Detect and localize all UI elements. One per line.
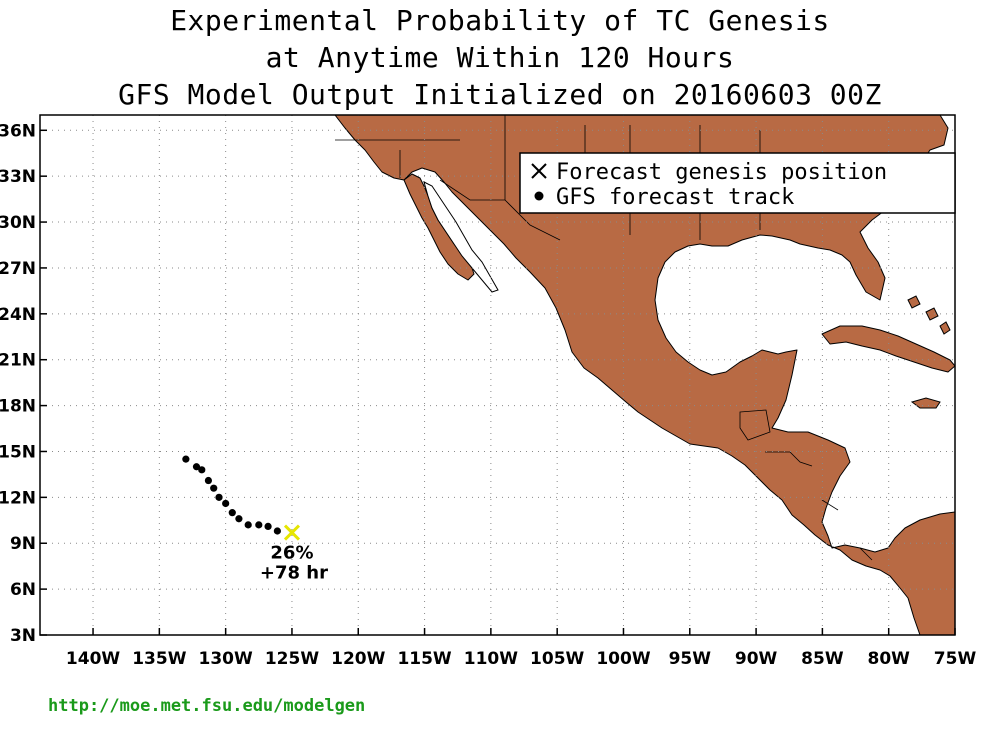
land-layer bbox=[334, 115, 955, 635]
lon-tick-label: 125W bbox=[265, 649, 319, 669]
track-point bbox=[204, 476, 213, 485]
lat-tick-label: 18N bbox=[0, 397, 36, 417]
lon-tick-label: 135W bbox=[132, 649, 186, 669]
genesis-x-stroke-2 bbox=[283, 524, 301, 541]
track-point bbox=[235, 515, 243, 523]
lat-tick-label: 36N bbox=[0, 121, 36, 141]
source-url[interactable]: http://moe.met.fsu.edu/modelgen bbox=[48, 696, 366, 716]
legend-box bbox=[519, 152, 956, 214]
lon-tick-label: 130W bbox=[199, 649, 253, 669]
lat-tick-label: 9N bbox=[10, 534, 36, 554]
lon-tick-label: 80W bbox=[867, 649, 910, 669]
lat-tick-label: 24N bbox=[0, 305, 36, 325]
lat-tick-label: 15N bbox=[0, 442, 36, 462]
lat-tick-label: 27N bbox=[0, 259, 36, 279]
legend-track-label: GFS forecast track bbox=[556, 185, 794, 210]
track-point bbox=[273, 527, 281, 535]
lon-tick-label: 105W bbox=[530, 649, 584, 669]
legend-dot-icon bbox=[534, 191, 544, 201]
genesis-probability: 26% bbox=[270, 543, 313, 564]
north-america-land bbox=[334, 115, 955, 635]
track-point bbox=[255, 521, 263, 529]
lat-tick-label: 6N bbox=[10, 580, 36, 600]
legend-genesis-label: Forecast genesis position bbox=[556, 160, 887, 185]
lon-tick-label: 110W bbox=[464, 649, 518, 669]
lat-tick-label: 21N bbox=[0, 351, 36, 371]
lon-tick-label: 95W bbox=[669, 649, 712, 669]
gulf-of-california bbox=[423, 181, 499, 293]
genesis-marker bbox=[283, 524, 301, 541]
lon-tick-label: 120W bbox=[331, 649, 385, 669]
lon-tick-label: 90W bbox=[735, 649, 778, 669]
track-point bbox=[192, 463, 201, 471]
track-point bbox=[264, 522, 272, 531]
forecast-track bbox=[182, 455, 281, 535]
bahamas bbox=[907, 295, 951, 335]
title-line-3: GFS Model Output Initialized on 20160603… bbox=[118, 78, 882, 111]
lon-tick-label: 140W bbox=[66, 649, 120, 669]
track-point bbox=[222, 499, 230, 508]
legend: Forecast genesis position GFS forecast t… bbox=[519, 152, 956, 214]
plot-frame bbox=[39, 114, 956, 636]
jamaica bbox=[910, 397, 941, 409]
title-line-2: at Anytime Within 120 Hours bbox=[265, 41, 735, 74]
lat-axis: 36N 33N 30N 27N 24N 21N 18N 15N 12N 9N 6N 3N bbox=[0, 121, 47, 646]
legend-x-icon bbox=[531, 163, 547, 179]
title-block: Experimental Probability of TC Genesis a… bbox=[0, 2, 1000, 113]
lon-tick-label: 100W bbox=[596, 649, 650, 669]
lat-tick-label: 3N bbox=[10, 626, 36, 646]
genesis-lead-time: +78 hr bbox=[260, 563, 328, 584]
lon-axis: 140W 135W 130W 125W 120W 115W 110W 105W 100W 95W 9… bbox=[66, 628, 977, 669]
track-point bbox=[198, 466, 206, 474]
lat-tick-label: 30N bbox=[0, 213, 36, 233]
lat-tick-label: 12N bbox=[0, 488, 36, 508]
track-point bbox=[210, 484, 218, 492]
lon-tick-label: 115W bbox=[397, 649, 451, 669]
track-point bbox=[215, 493, 223, 501]
lon-tick-label: 85W bbox=[801, 649, 844, 669]
track-point bbox=[182, 455, 190, 463]
lon-tick-label: 75W bbox=[934, 649, 977, 669]
track-point bbox=[244, 521, 252, 529]
title-line-1: Experimental Probability of TC Genesis bbox=[170, 4, 830, 37]
lat-tick-label: 33N bbox=[0, 167, 36, 187]
track-point bbox=[228, 509, 236, 517]
